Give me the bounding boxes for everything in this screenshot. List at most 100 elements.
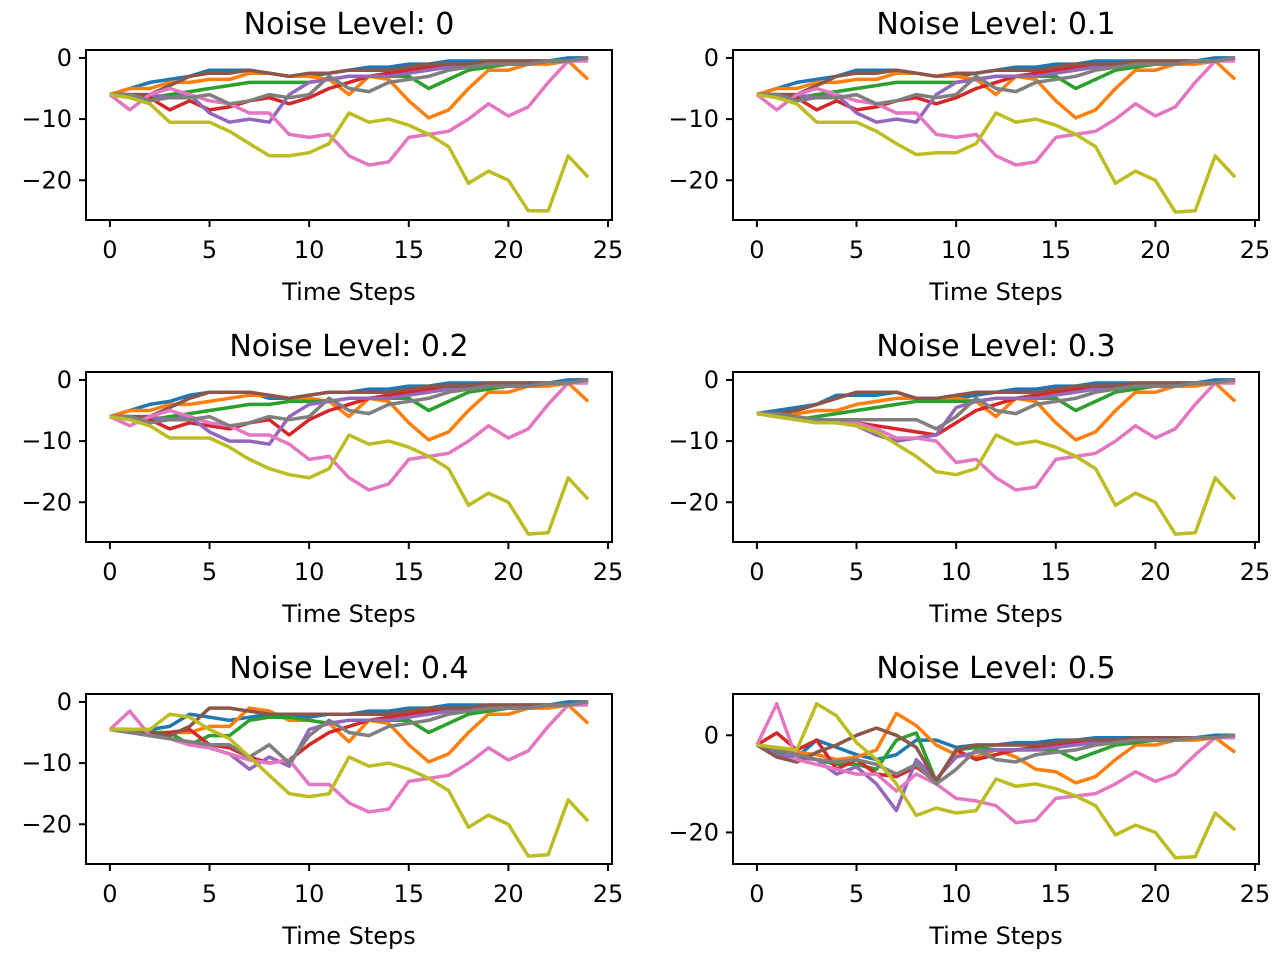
subplot-title: Noise Level: 0.2 (229, 329, 468, 364)
series-line-7 (109, 700, 589, 765)
x-axis-label: Time Steps (281, 600, 416, 628)
subplot-title: Noise Level: 0.3 (876, 329, 1115, 364)
x-tick-label: 5 (849, 236, 864, 264)
x-tick-label: 10 (294, 236, 325, 264)
x-tick-label: 25 (593, 880, 624, 908)
subplot-2: 0 5 10 15 20 25 0 −10 −20 Noise Level: 0.2 Time St… (21, 329, 623, 628)
series-line-6 (755, 701, 1236, 825)
series-line-1 (756, 381, 1237, 442)
series-line-6 (108, 59, 589, 167)
subplot-4: 0 5 10 15 20 25 0 −10 −20 Noise Level: 0.4 Time St… (21, 651, 623, 950)
x-tick-label: 0 (749, 236, 764, 264)
series-line-6 (108, 703, 589, 814)
series-line-8 (756, 701, 1237, 860)
series-line-1 (109, 59, 590, 120)
x-tick-label: 0 (102, 236, 117, 264)
axes-frame (85, 693, 613, 865)
x-tick-label: 10 (941, 558, 972, 586)
series-line-7 (109, 56, 589, 106)
y-tick-label: −10 (21, 427, 72, 455)
series-line-7 (756, 56, 1236, 106)
series-group (756, 378, 1237, 536)
series-group (755, 701, 1237, 860)
axes-frame (85, 371, 613, 543)
series-group (108, 700, 590, 858)
series-line-7 (109, 378, 589, 428)
y-tick-label: −10 (21, 105, 72, 133)
series-line-1 (109, 703, 590, 764)
series-line-5 (755, 726, 1236, 784)
y-tick-label: −20 (21, 810, 72, 838)
series-line-5 (756, 56, 1236, 97)
series-line-6 (109, 381, 589, 492)
series-line-5 (109, 700, 589, 738)
y-tick-label: −10 (668, 105, 719, 133)
x-tick-label: 0 (749, 558, 764, 586)
x-tick-label: 5 (849, 880, 864, 908)
subplot-title: Noise Level: 0.5 (876, 651, 1115, 686)
x-tick-label: 0 (102, 558, 117, 586)
subplot-title: Noise Level: 0 (244, 7, 455, 42)
x-tick-label: 20 (493, 880, 524, 908)
series-line-1 (756, 59, 1237, 120)
y-tick-label: 0 (704, 44, 719, 72)
subplot-title: Noise Level: 0.4 (229, 651, 468, 686)
x-tick-label: 20 (493, 236, 524, 264)
x-tick-label: 15 (1040, 558, 1071, 586)
subplot-5: 0 5 10 15 20 25 0 −20 Noise Level: 0.5 Time Steps (668, 651, 1270, 950)
x-tick-label: 10 (294, 558, 325, 586)
x-tick-label: 20 (493, 558, 524, 586)
series-line-5 (109, 378, 589, 419)
x-axis-label: Time Steps (928, 278, 1063, 306)
x-tick-label: 20 (1140, 558, 1171, 586)
series-line-8 (109, 92, 590, 213)
y-tick-label: 0 (704, 366, 719, 394)
x-tick-label: 5 (202, 880, 217, 908)
subplot-3: 0 5 10 15 20 25 0 −10 −20 Noise Level: 0.3 Time St… (668, 329, 1270, 628)
axes-frame (732, 371, 1260, 543)
x-tick-label: 20 (1140, 880, 1171, 908)
x-tick-label: 25 (593, 558, 624, 586)
series-line-7 (756, 378, 1236, 431)
series-line-8 (756, 92, 1237, 214)
x-axis-label: Time Steps (281, 278, 416, 306)
y-tick-label: −20 (21, 166, 72, 194)
y-tick-label: −20 (21, 488, 72, 516)
series-group (755, 56, 1237, 214)
y-tick-label: 0 (57, 44, 72, 72)
x-axis-label: Time Steps (928, 922, 1063, 950)
x-tick-label: 25 (1240, 236, 1271, 264)
series-line-8 (109, 712, 590, 858)
x-tick-label: 15 (1040, 236, 1071, 264)
series-group (109, 378, 590, 536)
subplot-1: 0 5 10 15 20 25 0 −10 −20 Noise Level: 0.1 Time St… (668, 7, 1270, 306)
x-tick-label: 0 (102, 880, 117, 908)
x-tick-label: 5 (849, 558, 864, 586)
x-tick-label: 15 (393, 880, 424, 908)
y-tick-label: 0 (57, 688, 72, 716)
subplot-0: 0 5 10 15 20 25 0 −10 −20 Noise Level: 0 Time Step… (21, 7, 623, 306)
y-tick-label: 0 (704, 721, 719, 749)
series-line-7 (756, 733, 1236, 786)
x-tick-label: 5 (202, 236, 217, 264)
x-tick-label: 25 (1240, 558, 1271, 586)
series-line-5 (756, 378, 1236, 416)
x-tick-label: 15 (393, 236, 424, 264)
series-line-8 (756, 411, 1237, 536)
x-tick-label: 15 (1040, 880, 1071, 908)
y-tick-label: −20 (668, 488, 719, 516)
x-tick-label: 20 (1140, 236, 1171, 264)
x-tick-label: 25 (1240, 880, 1271, 908)
y-tick-label: 0 (57, 366, 72, 394)
x-tick-label: 15 (393, 558, 424, 586)
series-line-1 (109, 381, 590, 442)
subplot-title: Noise Level: 0.1 (876, 7, 1115, 42)
x-tick-label: 10 (941, 236, 972, 264)
y-tick-label: −10 (21, 749, 72, 777)
series-line-8 (109, 414, 590, 536)
x-tick-label: 5 (202, 558, 217, 586)
y-tick-label: −10 (668, 427, 719, 455)
axes-frame (732, 49, 1260, 221)
y-tick-label: −20 (668, 166, 719, 194)
